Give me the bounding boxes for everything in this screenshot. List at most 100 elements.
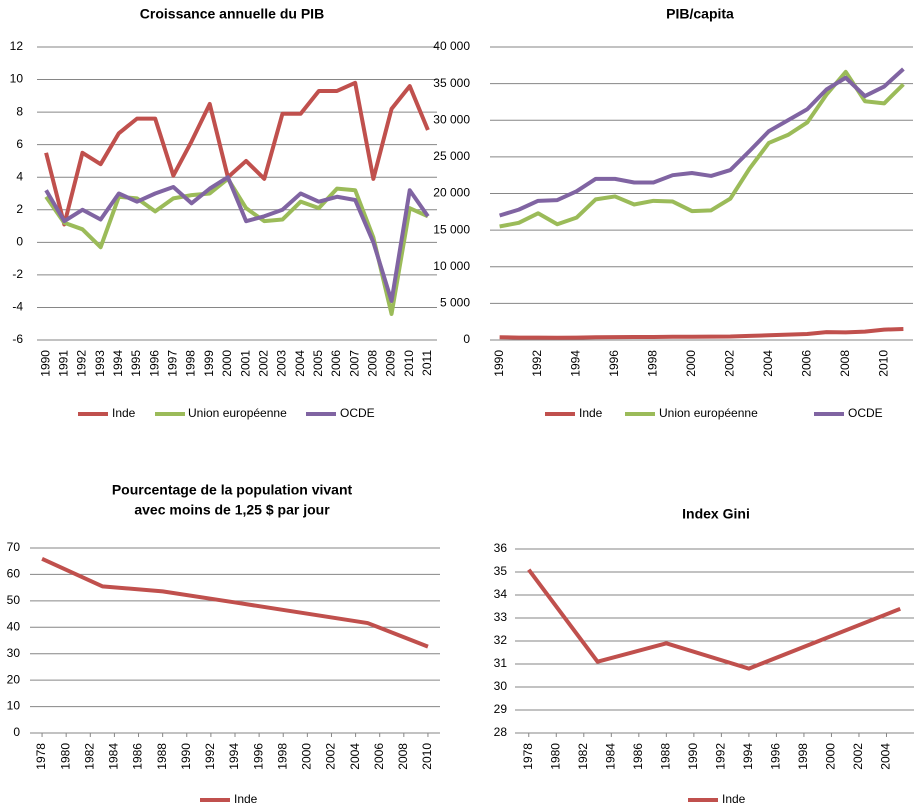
legend-label: OCDE — [340, 406, 375, 420]
x-tick-label: 2002 — [851, 743, 865, 770]
y-tick-label: 30 — [7, 646, 21, 660]
y-tick-label: 4 — [16, 169, 23, 183]
x-tick-label: 1996 — [607, 350, 621, 377]
x-tick-label: 1990 — [686, 743, 700, 770]
x-tick-label: 2008 — [396, 743, 410, 770]
x-tick-label: 1992 — [203, 743, 217, 770]
x-tick-label: 2000 — [684, 350, 698, 377]
y-tick-label: 60 — [7, 567, 21, 581]
series-line — [499, 67, 905, 218]
y-tick-label: 50 — [7, 593, 21, 607]
y-tick-label: -2 — [12, 267, 23, 281]
x-tick-label: 1980 — [58, 743, 72, 770]
x-tick-label: 2004 — [879, 743, 893, 770]
y-tick-label: 0 — [463, 332, 470, 346]
y-tick-label: 20 — [7, 672, 21, 686]
x-tick-label: 2002 — [324, 743, 338, 770]
y-tick-label: 0 — [16, 235, 23, 249]
chart-title: PIB/capita — [666, 6, 734, 22]
x-tick-label: 1998 — [275, 743, 289, 770]
x-tick-label: 1982 — [576, 743, 590, 770]
y-tick-label: 20 000 — [433, 186, 470, 200]
series-line — [44, 80, 430, 227]
y-tick-label: 29 — [494, 702, 508, 716]
series-line — [44, 175, 430, 303]
x-tick-label: 1991 — [56, 350, 70, 377]
chart-title: Index Gini — [682, 506, 750, 522]
x-tick-label: 2007 — [347, 350, 361, 377]
y-tick-label: 36 — [494, 541, 508, 555]
x-tick-label: 1988 — [659, 743, 673, 770]
x-tick-label: 2006 — [799, 350, 813, 377]
x-tick-label: 2000 — [300, 743, 314, 770]
chart-title: Pourcentage de la population vivant — [112, 482, 353, 498]
x-tick-label: 1997 — [166, 350, 180, 377]
y-tick-label: 70 — [7, 540, 21, 554]
x-tick-label: 1990 — [38, 350, 52, 377]
x-tick-label: 1992 — [530, 350, 544, 377]
chart-title: avec moins de 1,25 $ par jour — [134, 502, 330, 518]
y-tick-label: 10 — [7, 699, 21, 713]
series-line — [41, 557, 429, 649]
y-tick-label: -6 — [12, 332, 23, 346]
y-tick-label: 15 000 — [433, 222, 470, 236]
y-tick-label: 0 — [13, 725, 20, 739]
x-tick-label: 1986 — [131, 743, 145, 770]
x-tick-label: 2003 — [275, 350, 289, 377]
x-tick-label: 2010 — [402, 350, 416, 377]
y-tick-label: 28 — [494, 725, 508, 739]
x-tick-label: 2006 — [329, 350, 343, 377]
y-tick-label: 6 — [16, 137, 23, 151]
y-tick-label: 8 — [16, 104, 23, 118]
legend-label: Inde — [722, 792, 746, 806]
x-tick-label: 1992 — [75, 350, 89, 377]
x-tick-label: 1996 — [147, 350, 161, 377]
x-tick-label: 2010 — [420, 743, 434, 770]
legend-label: Inde — [234, 792, 258, 806]
legend-label: Inde — [112, 406, 136, 420]
x-tick-label: 1998 — [796, 743, 810, 770]
x-tick-label: 2008 — [366, 350, 380, 377]
y-tick-label: 35 — [494, 564, 508, 578]
x-tick-label: 2000 — [824, 743, 838, 770]
x-tick-label: 1995 — [129, 350, 143, 377]
x-tick-label: 2002 — [723, 350, 737, 377]
x-tick-label: 2011 — [420, 350, 434, 376]
y-tick-label: 34 — [494, 587, 508, 601]
x-tick-label: 1996 — [251, 743, 265, 770]
x-tick-label: 1992 — [714, 743, 728, 770]
x-tick-label: 1990 — [179, 743, 193, 770]
y-tick-label: 10 000 — [433, 259, 470, 273]
y-tick-label: 30 000 — [433, 112, 470, 126]
series-line — [44, 176, 429, 316]
x-tick-label: 1980 — [548, 743, 562, 770]
x-tick-label: 1984 — [107, 743, 121, 770]
x-tick-label: 1990 — [492, 350, 506, 377]
x-tick-label: 2000 — [220, 350, 234, 377]
x-tick-label: 1984 — [603, 743, 617, 770]
x-tick-label: 1998 — [646, 350, 660, 377]
y-tick-label: 32 — [494, 633, 508, 647]
x-tick-label: 1982 — [82, 743, 96, 770]
x-tick-label: 1999 — [202, 350, 216, 377]
legend-label: OCDE — [848, 406, 883, 420]
y-tick-label: 35 000 — [433, 76, 470, 90]
y-tick-label: 5 000 — [440, 296, 470, 310]
y-tick-label: 30 — [494, 679, 508, 693]
legend-label: Union européenne — [188, 406, 287, 420]
x-tick-label: 2002 — [256, 350, 270, 377]
series-line — [527, 568, 901, 671]
chart-title: Croissance annuelle du PIB — [140, 6, 324, 22]
x-tick-label: 1994 — [111, 350, 125, 377]
series-line — [499, 69, 905, 229]
x-tick-label: 2004 — [293, 350, 307, 377]
y-tick-label: 10 — [10, 72, 24, 86]
x-tick-label: 2005 — [311, 350, 325, 377]
x-tick-label: 2009 — [384, 350, 398, 377]
x-tick-label: 1986 — [631, 743, 645, 770]
y-tick-label: 2 — [16, 202, 23, 216]
x-tick-label: 2006 — [372, 743, 386, 770]
series-line — [499, 327, 904, 340]
legend-label: Inde — [579, 406, 603, 420]
x-tick-label: 1998 — [184, 350, 198, 377]
